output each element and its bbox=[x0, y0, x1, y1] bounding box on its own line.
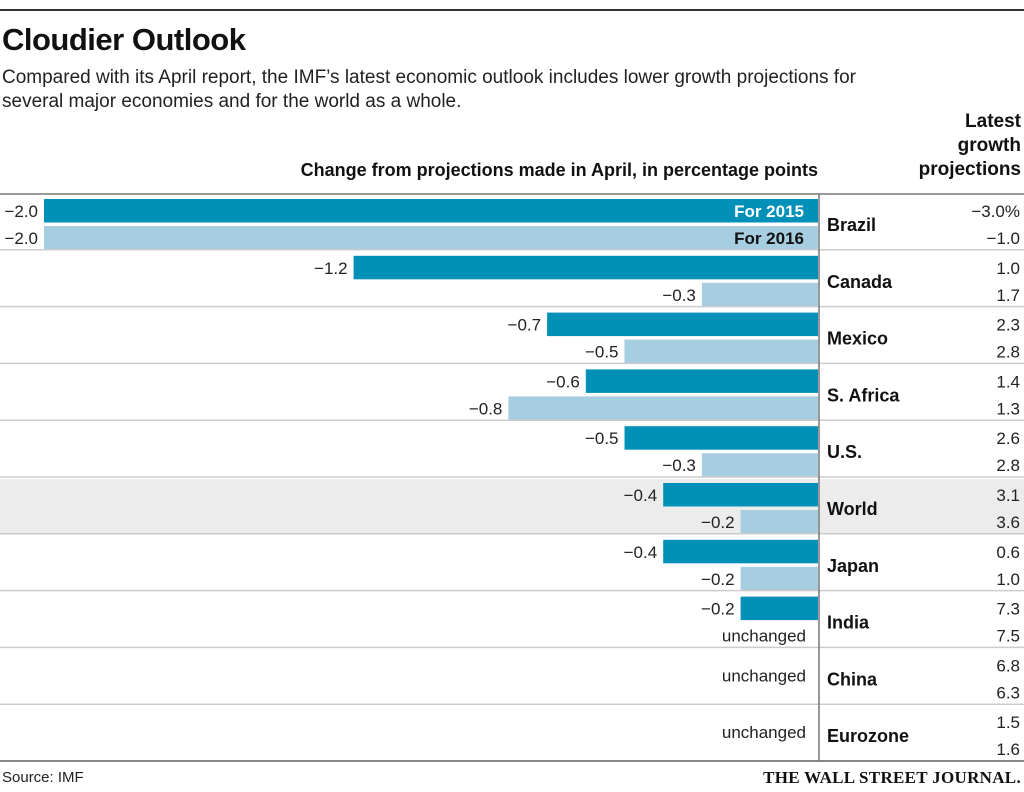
data-label: −0.3 bbox=[662, 286, 696, 305]
bar-2015 bbox=[663, 539, 818, 564]
bar-2015 bbox=[740, 596, 818, 621]
growth-2016: 6.3 bbox=[996, 683, 1020, 702]
data-label: −1.2 bbox=[314, 259, 348, 278]
bar-2016 bbox=[624, 339, 818, 364]
data-label: −0.2 bbox=[701, 600, 735, 619]
growth-2015: 3.1 bbox=[996, 486, 1020, 505]
growth-2016: 2.8 bbox=[996, 456, 1020, 475]
bar-2015 bbox=[44, 199, 818, 223]
highlight-row-bg bbox=[0, 479, 1024, 534]
category-label: Mexico bbox=[827, 329, 888, 349]
growth-2015: 1.0 bbox=[996, 259, 1020, 278]
category-label: World bbox=[827, 499, 878, 519]
source-note: Source: IMF bbox=[2, 769, 84, 786]
growth-2015: 7.3 bbox=[996, 600, 1020, 619]
growth-2016: 3.6 bbox=[996, 513, 1020, 532]
data-label: −0.3 bbox=[662, 456, 696, 475]
unchanged-label: unchanged bbox=[722, 723, 806, 742]
growth-2015: 2.3 bbox=[996, 316, 1020, 335]
chart-subtitle: Compared with its April report, the IMF’… bbox=[2, 67, 856, 112]
growth-2016: −1.0 bbox=[986, 229, 1020, 248]
bar-2016 bbox=[44, 226, 818, 250]
category-label: India bbox=[827, 613, 870, 633]
data-label: −0.7 bbox=[508, 316, 542, 335]
data-label: −0.4 bbox=[624, 543, 658, 562]
category-label: Japan bbox=[827, 556, 879, 576]
growth-2016: 1.7 bbox=[996, 286, 1020, 305]
growth-2015: 1.5 bbox=[996, 713, 1020, 732]
growth-2016: 7.5 bbox=[996, 627, 1020, 646]
bar-chart: −2.0 −2.0 For 2015 For 2016 Brazil −3.0% −1.0 −… bbox=[0, 193, 1024, 762]
data-label: −0.8 bbox=[469, 399, 503, 418]
data-label: −0.2 bbox=[701, 570, 735, 589]
top-rule bbox=[0, 9, 1024, 11]
growth-2015: 6.8 bbox=[996, 656, 1020, 675]
category-label: Brazil bbox=[827, 215, 876, 235]
growth-2015: 2.6 bbox=[996, 429, 1020, 448]
data-label: −2.0 bbox=[4, 202, 38, 221]
unchanged-label: unchanged bbox=[722, 666, 806, 685]
x-axis-title: Change from projections made in April, i… bbox=[300, 160, 818, 180]
data-label: −0.5 bbox=[585, 429, 619, 448]
data-label: −0.2 bbox=[701, 513, 735, 532]
bar-2015 bbox=[353, 255, 818, 280]
bar-2016 bbox=[740, 510, 818, 534]
publisher-logo: THE WALL STREET JOURNAL. bbox=[763, 768, 1021, 787]
data-label: −0.6 bbox=[546, 372, 580, 391]
bar-2015 bbox=[547, 312, 818, 337]
right-column-title-text: Latest growth projections bbox=[918, 111, 1021, 180]
growth-2015: 1.4 bbox=[996, 372, 1020, 391]
bar-2016 bbox=[740, 566, 818, 591]
data-label: unchanged bbox=[722, 627, 806, 646]
growth-2015: 0.6 bbox=[996, 543, 1020, 562]
chart-title: Cloudier Outlook bbox=[2, 22, 246, 57]
bar-2015 bbox=[624, 426, 818, 450]
growth-2015: −3.0% bbox=[971, 202, 1020, 221]
bar-2015 bbox=[585, 369, 818, 393]
data-label: −2.0 bbox=[4, 229, 38, 248]
bar-2015 bbox=[663, 483, 818, 507]
legend-2016: For 2016 bbox=[734, 229, 804, 248]
growth-2016: 1.6 bbox=[996, 740, 1020, 759]
legend-2015: For 2015 bbox=[734, 202, 804, 221]
bar-2016 bbox=[701, 453, 818, 477]
category-label: S. Africa bbox=[827, 385, 900, 405]
data-label: −0.5 bbox=[585, 343, 619, 362]
category-label: Canada bbox=[827, 272, 893, 292]
bar-2016 bbox=[701, 282, 818, 307]
growth-2016: 1.3 bbox=[996, 399, 1020, 418]
data-label: −0.4 bbox=[624, 486, 658, 505]
category-label: China bbox=[827, 669, 878, 689]
right-column-title: Latest growth projections bbox=[919, 110, 1021, 182]
category-label: Eurozone bbox=[827, 726, 909, 746]
category-label: U.S. bbox=[827, 442, 862, 462]
growth-2016: 2.8 bbox=[996, 343, 1020, 362]
bar-2016 bbox=[508, 396, 818, 420]
growth-2016: 1.0 bbox=[996, 570, 1020, 589]
